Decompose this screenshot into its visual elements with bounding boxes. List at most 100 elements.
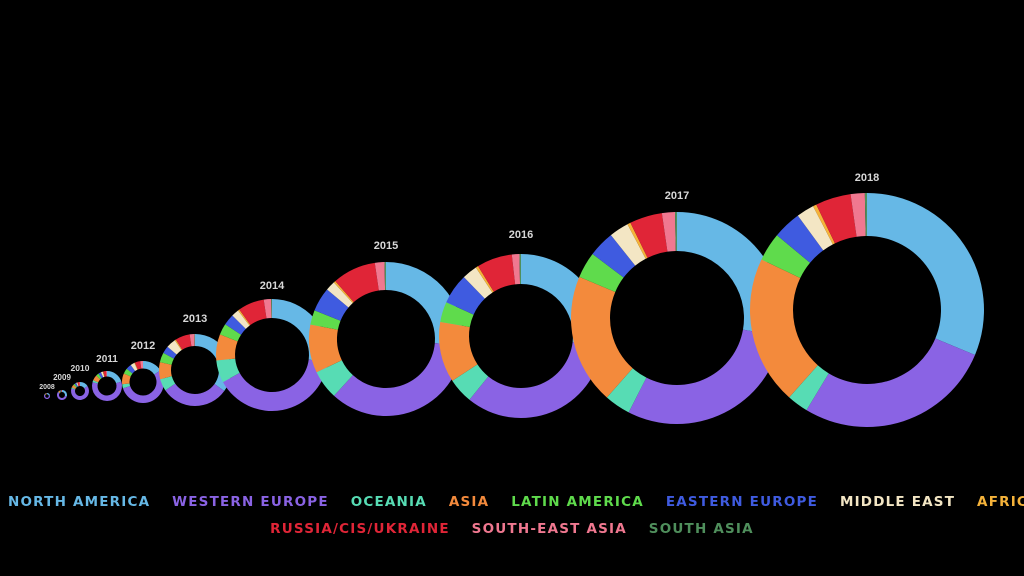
slice-2013-asia <box>159 362 172 380</box>
slice-2015-oceania <box>316 360 353 396</box>
slice-2010-eastern-europe <box>74 382 78 387</box>
slice-2016-oceania <box>452 364 489 400</box>
slice-2014-eastern-europe <box>225 315 246 335</box>
slice-2017-africa <box>627 222 648 259</box>
legend-item-eastern-europe: EASTERN EUROPE <box>665 494 819 510</box>
slice-2015-latin-america <box>310 310 341 330</box>
legend-item-africa: AFRICA <box>977 494 1024 510</box>
year-label-2013: 2013 <box>183 313 207 325</box>
slice-2012-middle-east <box>130 362 138 372</box>
slice-2015-asia <box>309 324 342 373</box>
slice-2012-western-europe <box>122 370 164 404</box>
slice-2018-south-east-asia <box>850 193 866 237</box>
slice-2011-north-america <box>107 371 122 384</box>
year-label-2017: 2017 <box>665 190 689 202</box>
slice-2008-latin-america <box>45 393 47 395</box>
slice-2013-south-east-asia <box>189 334 195 347</box>
slice-2017-eastern-europe <box>592 235 636 278</box>
slice-2010-latin-america <box>73 383 78 388</box>
slice-2015-south-asia <box>384 262 386 291</box>
slice-2013-western-europe <box>165 383 225 406</box>
slice-2013-africa <box>174 339 183 351</box>
slice-2017-middle-east <box>610 224 646 266</box>
year-label-2014: 2014 <box>260 280 285 292</box>
slice-2015-africa <box>333 281 354 303</box>
legend-item-asia: ASIA <box>448 494 490 510</box>
slice-2011-africa <box>102 371 105 377</box>
slice-2013-middle-east <box>167 340 182 355</box>
legend-item-western-europe: WESTERN EUROPE <box>172 494 329 510</box>
slice-2015-eastern-europe <box>314 289 349 321</box>
slice-2016-asia <box>439 321 478 381</box>
donut-2018 <box>750 193 984 428</box>
slice-2010-africa <box>77 382 79 387</box>
slice-2009-middle-east <box>60 390 62 393</box>
year-label-2016: 2016 <box>509 229 533 241</box>
slice-2017-oceania <box>606 368 647 413</box>
slice-2010-south-east-asia <box>79 382 80 387</box>
slice-2015-russia-cis-ukraine <box>335 262 379 303</box>
slice-2009-latin-america <box>59 390 61 393</box>
slice-2018-asia <box>750 259 818 398</box>
donut-2010 <box>71 382 89 400</box>
slice-2015-middle-east <box>327 282 353 308</box>
slice-2017-russia-cis-ukraine <box>630 213 668 258</box>
slice-2014-russia-cis-ukraine <box>239 299 267 325</box>
legend-item-russia-cis-ukraine: RUSSIA/CIS/UKRAINE <box>270 521 450 537</box>
slice-2018-russia-cis-ukraine <box>816 194 857 244</box>
slice-2015-south-east-asia <box>374 262 386 291</box>
slice-2016-south-east-asia <box>511 254 521 285</box>
slice-2009-western-europe <box>56 392 67 400</box>
slice-2017-latin-america <box>579 253 624 292</box>
slice-2008-oceania <box>44 394 46 396</box>
slice-2010-oceania <box>71 387 76 390</box>
slice-2012-south-east-asia <box>140 361 143 369</box>
slice-2013-latin-america <box>159 352 174 365</box>
slice-2011-eastern-europe <box>98 372 104 379</box>
slice-2018-western-europe <box>806 338 976 428</box>
slice-2013-oceania <box>160 376 176 391</box>
legend-item-south-asia: SOUTH ASIA <box>648 521 754 537</box>
year-label-2010: 2010 <box>71 363 90 373</box>
donut-2009 <box>56 390 67 400</box>
slice-2017-south-asia <box>675 212 677 252</box>
slice-2014-south-east-asia <box>263 299 272 319</box>
slice-2017-western-europe <box>628 329 782 425</box>
slice-2008-asia <box>44 393 47 395</box>
slice-2018-latin-america <box>761 235 811 279</box>
slice-2009-north-america <box>62 390 67 397</box>
slice-2016-south-asia <box>519 254 521 285</box>
slice-2009-eastern-europe <box>60 390 62 393</box>
slice-2012-russia-cis-ukraine <box>134 361 142 370</box>
slice-2013-eastern-europe <box>163 346 177 359</box>
slice-2010-western-europe <box>71 386 89 400</box>
slice-2016-middle-east <box>463 267 493 299</box>
slice-2011-western-europe <box>92 381 122 401</box>
slice-2010-asia <box>71 384 77 390</box>
slice-2018-north-america <box>867 193 984 355</box>
slice-2014-oceania <box>216 358 240 383</box>
slice-2009-oceania <box>57 391 60 394</box>
slice-2015-western-europe <box>333 343 463 416</box>
slice-2017-south-east-asia <box>661 212 676 252</box>
year-label-2018: 2018 <box>855 172 879 184</box>
slice-2014-middle-east <box>232 310 250 329</box>
slice-2012-africa <box>134 362 138 370</box>
donut-2012 <box>122 361 164 404</box>
slice-2012-eastern-europe <box>126 364 136 374</box>
slice-2018-eastern-europe <box>776 215 824 263</box>
slice-2018-africa <box>813 204 835 245</box>
slice-2010-middle-east <box>76 382 79 387</box>
slice-2016-africa <box>475 266 494 293</box>
slice-2012-asia <box>122 373 131 385</box>
slice-2016-russia-cis-ukraine <box>478 254 516 292</box>
slice-2014-south-asia <box>271 299 272 319</box>
legend-item-south-east-asia: SOUTH-EAST ASIA <box>471 521 627 537</box>
slice-2017-asia <box>571 276 633 398</box>
slice-2011-russia-cis-ukraine <box>103 371 107 377</box>
slice-2009-asia <box>58 390 61 393</box>
slice-2018-south-asia <box>864 193 867 237</box>
donut-2008 <box>43 393 51 400</box>
slice-2010-russia-cis-ukraine <box>77 382 80 387</box>
